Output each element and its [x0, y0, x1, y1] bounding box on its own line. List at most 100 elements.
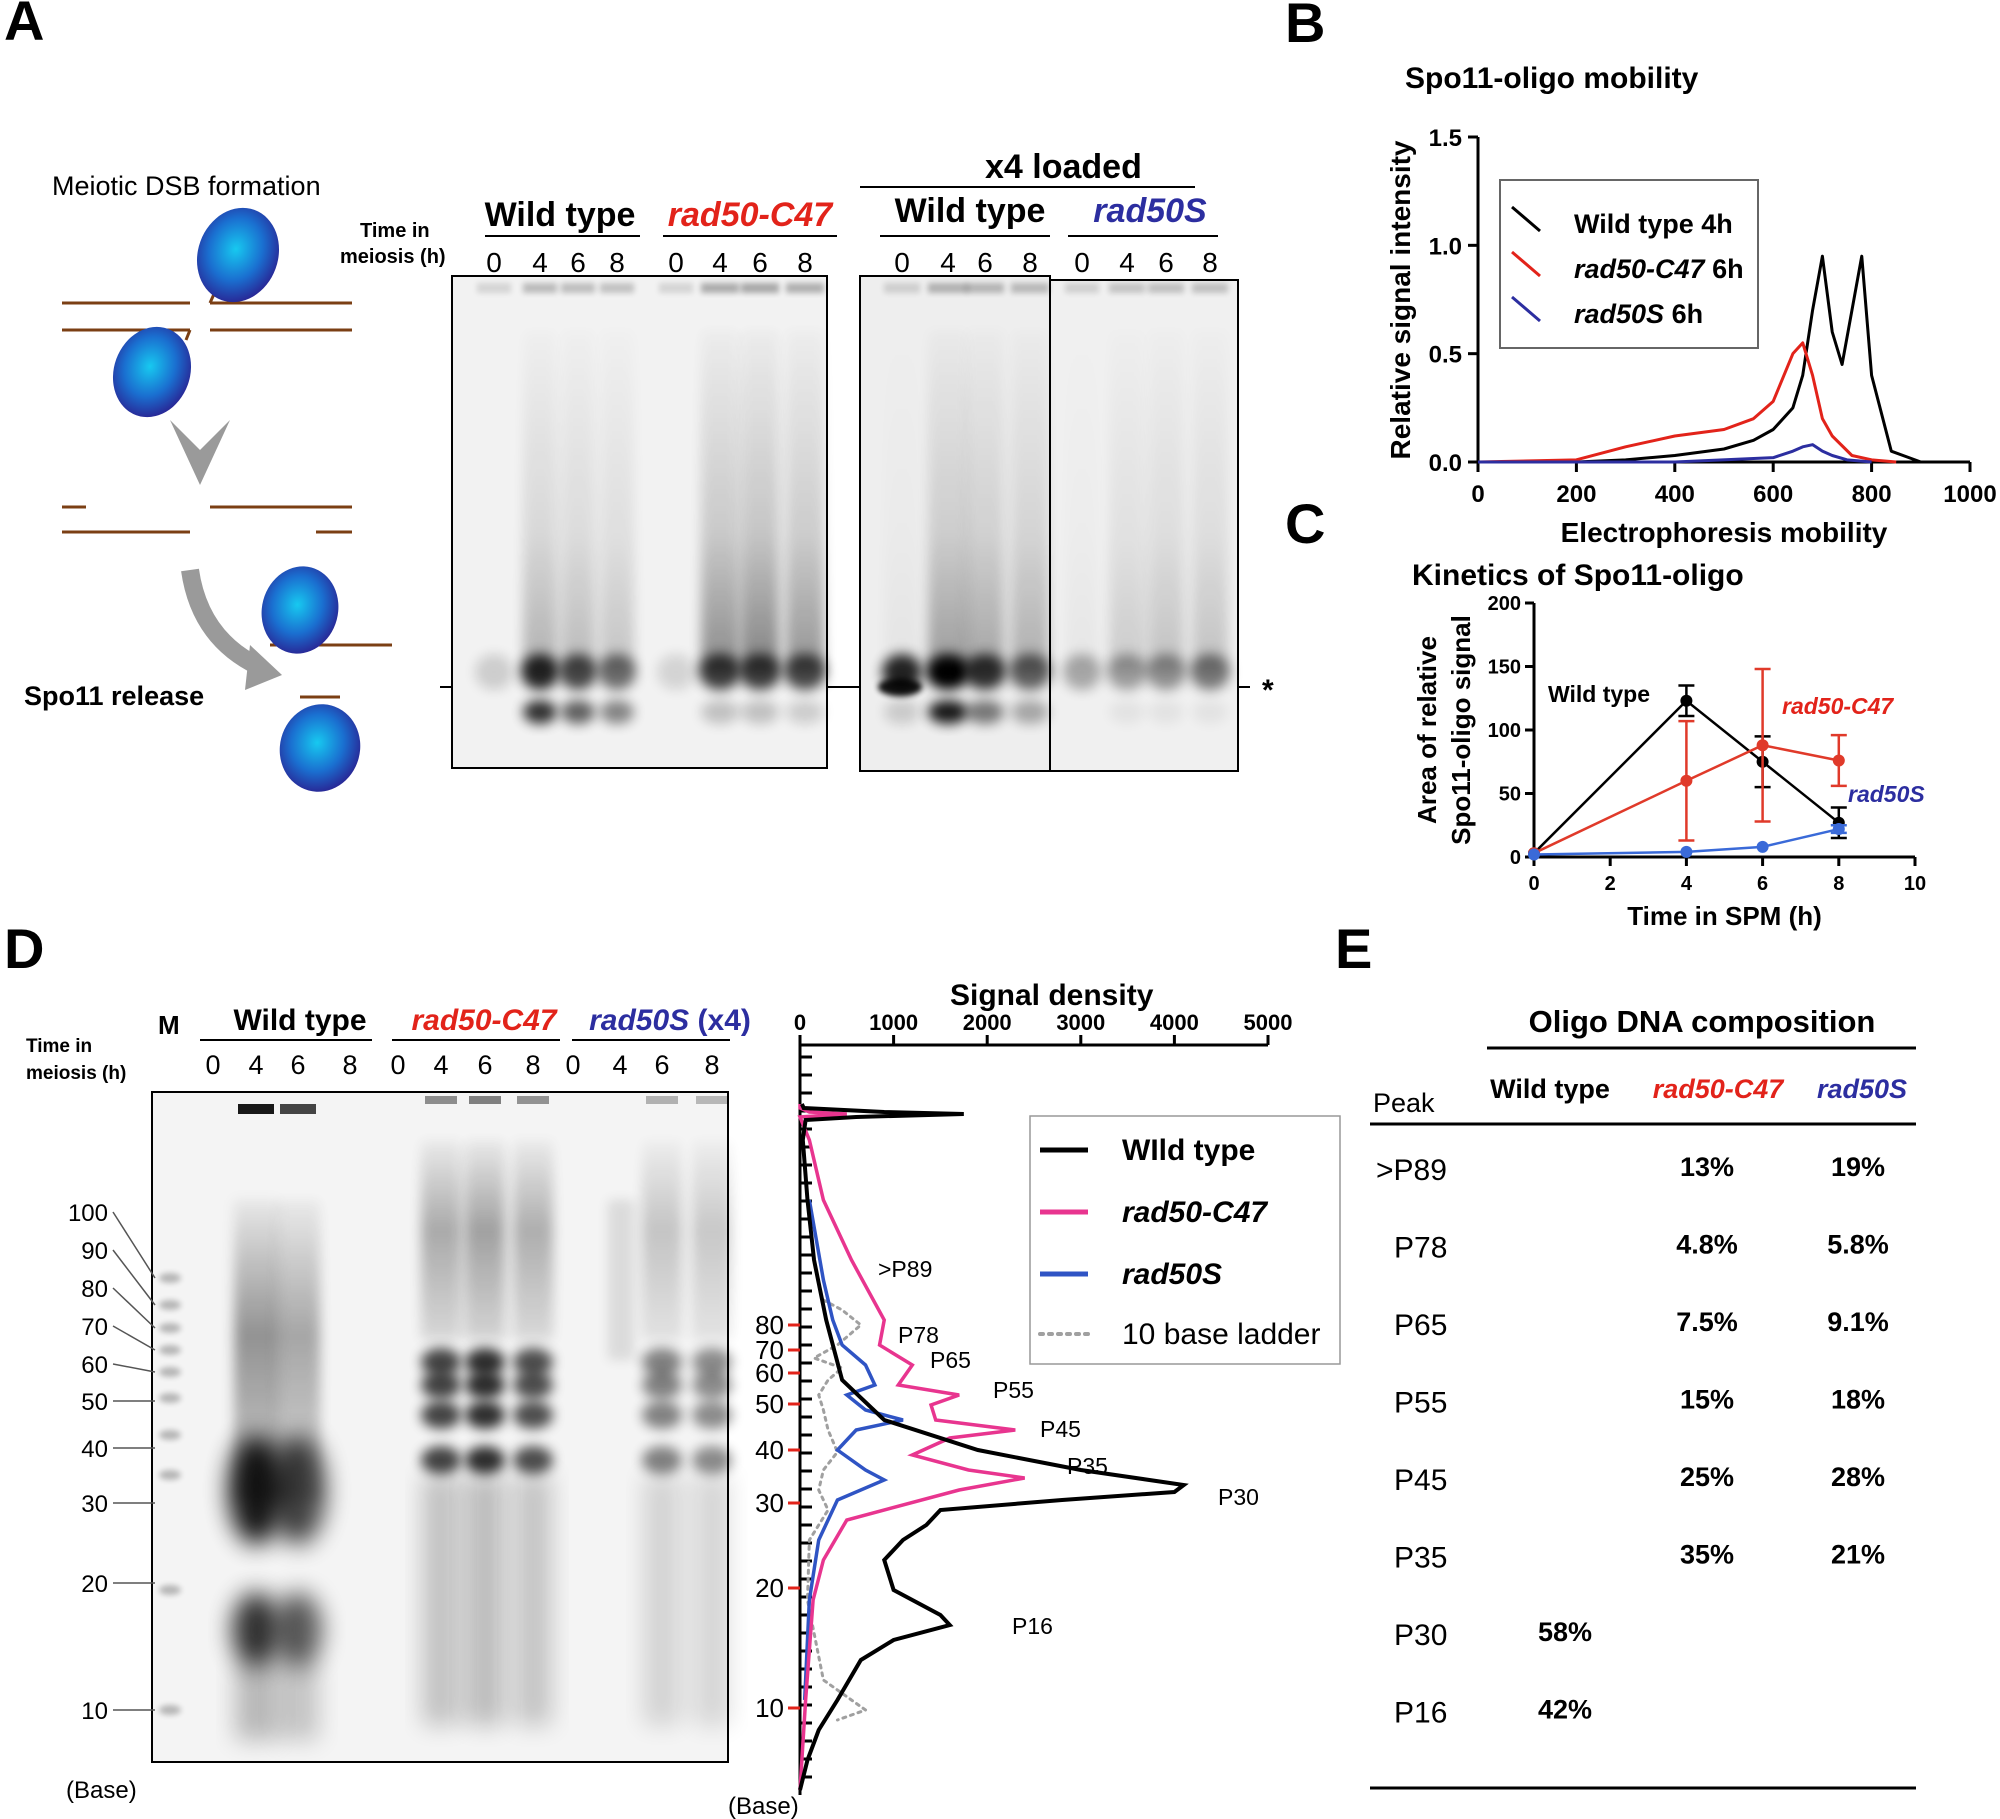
group-label-wild-type: Wild type	[233, 1004, 366, 1037]
x-tick-label: 0	[794, 1010, 806, 1035]
x-tick-label: 0	[1528, 873, 1539, 895]
y-tick-label: 1.0	[1429, 233, 1462, 260]
band-spo11-oligo	[784, 654, 826, 690]
x-tick-label: 1000	[869, 1010, 918, 1035]
legend-entry: WIld type	[1122, 1134, 1255, 1167]
smear	[561, 330, 595, 670]
band-spo11-oligo	[964, 654, 1006, 690]
group-label-3: rad50S	[1093, 192, 1207, 230]
table-cell-rad50s: 9.1%	[1827, 1307, 1889, 1337]
band-lower	[600, 700, 634, 724]
well-band	[1192, 283, 1228, 293]
x-axis-label: Electrophoresis mobility	[1561, 517, 1888, 548]
well-band	[1109, 283, 1145, 293]
band	[513, 1446, 553, 1474]
y-axis-label: Relative signal intensity	[1385, 140, 1416, 459]
band	[421, 1371, 461, 1399]
band	[642, 1401, 682, 1429]
y-tick-label: 80	[755, 1310, 784, 1340]
trace-ladder	[805, 1298, 869, 1722]
ladder-leader-line	[112, 1363, 156, 1373]
band	[692, 1446, 732, 1474]
band-spo11-oligo	[1190, 654, 1230, 690]
well-band	[1148, 283, 1184, 293]
band-spo11-oligo	[926, 654, 970, 690]
y-tick-label: 200	[1488, 593, 1521, 615]
legend-swatch	[1511, 205, 1541, 233]
trace-wild-type	[798, 1103, 1189, 1791]
band-spo11-oligo	[1063, 654, 1101, 690]
x-tick-label: 8	[1833, 873, 1844, 895]
band	[465, 1401, 505, 1429]
band	[692, 1348, 732, 1376]
smear-faint	[608, 1200, 634, 1360]
lane-label: 6	[752, 247, 768, 278]
panel-label-e: E	[1335, 917, 1372, 980]
lane-label: 0	[486, 247, 502, 278]
smear-lower	[278, 1660, 318, 1740]
lane-label: 0	[565, 1050, 580, 1080]
gel-d-image	[151, 1091, 732, 1763]
x-tick-label: 2000	[963, 1010, 1012, 1035]
oligo-composition-table: Oligo DNA composition Peak Wild type rad50-…	[1370, 1004, 1916, 1790]
ladder-label: 60	[81, 1352, 108, 1379]
ladder-leader-line	[112, 1211, 156, 1279]
lane-label: 0	[668, 247, 684, 278]
well-band	[646, 1096, 678, 1104]
lane-label: 0	[1074, 247, 1090, 278]
time-in-meiosis-label: Time in	[26, 1036, 92, 1057]
arrow-down-icon	[170, 420, 230, 485]
ladder-band	[159, 1273, 181, 1283]
table-cell-rad50-c47: 4.8%	[1676, 1230, 1738, 1260]
smear	[701, 330, 739, 670]
table-cell-peak: P45	[1394, 1464, 1447, 1497]
well-band	[523, 283, 557, 293]
data-point	[1680, 845, 1693, 858]
band-lower	[561, 700, 595, 724]
smear	[884, 330, 920, 670]
ladder-label: 40	[81, 1436, 108, 1463]
trace-rad50s	[802, 1199, 904, 1701]
x4-loaded-label: x4 loaded	[985, 148, 1142, 186]
well-band	[1011, 283, 1049, 293]
band	[513, 1348, 553, 1376]
series-label-rad50-c47: rad50-C47	[1782, 693, 1894, 719]
data-point	[1756, 840, 1769, 853]
peak-label: P45	[1040, 1416, 1081, 1442]
data-point	[1832, 823, 1845, 836]
series-line-1	[1533, 743, 1840, 855]
column-header-peak: Peak	[1373, 1088, 1435, 1118]
band	[465, 1348, 505, 1376]
y-tick-label: 150	[1488, 657, 1521, 679]
smear-lower	[236, 1660, 276, 1740]
lane-label: 0	[390, 1050, 405, 1080]
band	[692, 1371, 732, 1399]
lane-label: 4	[1119, 247, 1135, 278]
series-line-1	[1477, 341, 1897, 464]
series-label-rad50s: rad50S	[1848, 781, 1925, 807]
table-cell-rad50-c47: 13%	[1680, 1152, 1734, 1182]
table-cell-rad50-c47: 35%	[1680, 1540, 1734, 1570]
lane-label: 6	[477, 1050, 492, 1080]
time-in-meiosis-label: meiosis (h)	[340, 246, 446, 268]
lane-label: 8	[704, 1050, 719, 1080]
lane-label: 4	[940, 247, 956, 278]
band-spo11-oligo	[739, 654, 781, 690]
ladder-band	[159, 1367, 181, 1377]
band-lower	[701, 700, 739, 724]
band	[642, 1348, 682, 1376]
x-tick-label: 3000	[1056, 1010, 1105, 1035]
ladder-band	[159, 1345, 181, 1355]
band-lower	[1011, 700, 1049, 724]
table-cell-peak: P35	[1394, 1542, 1447, 1575]
ladder-label: 70	[81, 1314, 108, 1341]
marker-lane-label: M	[158, 1010, 180, 1040]
ladder-band	[159, 1585, 181, 1595]
y-tick-label: 50	[755, 1389, 784, 1419]
peak-label: P30	[1218, 1484, 1259, 1510]
time-in-meiosis-label: meiosis (h)	[26, 1063, 126, 1084]
legend-entry: rad50-C47 6h	[1574, 254, 1744, 284]
column-header-rad50s: rad50S	[1817, 1074, 1907, 1104]
ladder-band	[159, 1470, 181, 1480]
